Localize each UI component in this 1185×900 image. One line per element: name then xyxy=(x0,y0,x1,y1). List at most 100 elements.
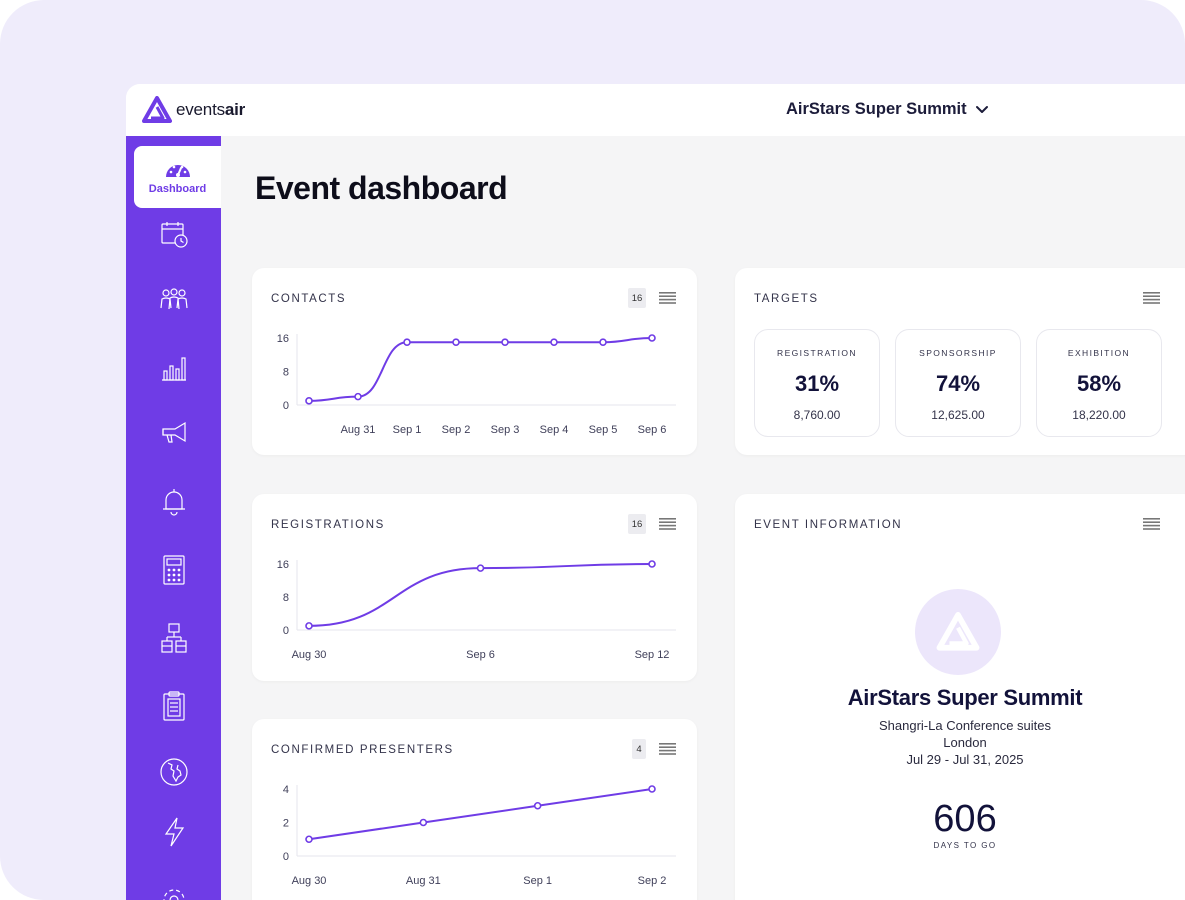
event-selector[interactable]: AirStars Super Summit xyxy=(786,100,989,119)
event-name: AirStars Super Summit xyxy=(847,685,1083,710)
data-point[interactable] xyxy=(648,785,656,793)
sidebar-item-settings[interactable] xyxy=(126,874,221,900)
lightning-icon xyxy=(164,817,184,847)
app-window: eventsair AirStars Super Summit Dashboar… xyxy=(126,84,1185,900)
x-tick-label: Sep 1 xyxy=(523,875,552,887)
series-line xyxy=(308,788,653,841)
y-tick-label: 0 xyxy=(283,625,289,637)
presenters-card: CONFIRMED PRESENTERS 4 4 2 0 Aug 30 Aug 31 Se… xyxy=(252,719,697,900)
contacts-card-title: CONTACTS xyxy=(271,293,347,305)
data-point[interactable] xyxy=(354,392,362,401)
event-info-menu-icon[interactable] xyxy=(1143,518,1160,530)
data-point[interactable] xyxy=(550,338,558,346)
data-point[interactable] xyxy=(305,835,313,844)
eventsair-logo-icon xyxy=(142,96,172,123)
sidebar-item-sessions[interactable] xyxy=(126,612,221,664)
data-point[interactable] xyxy=(648,560,656,568)
dashboard-gauge-icon xyxy=(165,165,190,177)
contacts-count-badge: 16 xyxy=(628,288,646,308)
registrations-card: REGISTRATIONS 16 16 8 0 Aug 30 Sep 6 Sep 12 xyxy=(252,494,697,681)
y-tick-label: 8 xyxy=(283,367,289,379)
settings-gear-icon xyxy=(162,889,185,900)
bell-icon xyxy=(162,489,185,516)
sidebar-item-automation[interactable] xyxy=(126,806,221,858)
calculator-icon xyxy=(162,555,185,585)
sidebar-item-tasks[interactable] xyxy=(126,680,221,732)
sidebar-item-global[interactable] xyxy=(126,746,221,798)
data-point[interactable] xyxy=(419,818,428,827)
data-point[interactable] xyxy=(305,622,313,630)
sidebar-item-contacts[interactable] xyxy=(126,274,221,326)
y-tick-label: 4 xyxy=(283,784,289,796)
registrations-card-title: REGISTRATIONS xyxy=(271,519,385,531)
y-tick-label: 2 xyxy=(283,818,289,830)
contacts-menu-icon[interactable] xyxy=(659,292,676,304)
people-icon xyxy=(159,288,188,310)
sidebar-item-reports[interactable] xyxy=(126,342,221,394)
event-city: London xyxy=(943,735,987,750)
data-point[interactable] xyxy=(501,338,509,346)
event-info-card: EVENT INFORMATION AirStars Super Summit … xyxy=(735,494,1185,900)
sidebar-item-finance[interactable] xyxy=(126,544,221,596)
target-label: REGISTRATION xyxy=(777,348,857,358)
event-dates: Jul 29 - Jul 31, 2025 xyxy=(906,752,1024,767)
calendar-clock-icon xyxy=(160,222,188,248)
target-percent: 74% xyxy=(935,371,981,396)
data-point[interactable] xyxy=(305,397,313,405)
x-tick-label: Sep 4 xyxy=(540,424,569,436)
presenters-count-badge: 4 xyxy=(632,739,646,759)
target-amount: 8,760.00 xyxy=(793,408,841,422)
series-line xyxy=(308,337,653,402)
data-point[interactable] xyxy=(476,564,485,572)
target-amount: 12,625.00 xyxy=(931,408,985,422)
y-tick-label: 8 xyxy=(283,592,289,604)
x-tick-label: Sep 3 xyxy=(491,424,520,436)
target-exhibition[interactable]: EXHIBITION 58% 18,220.00 xyxy=(1036,329,1162,437)
presenters-menu-icon[interactable] xyxy=(659,743,676,755)
globe-icon xyxy=(159,758,188,786)
chevron-down-icon xyxy=(975,105,988,113)
event-venue: Shangri-La Conference suites xyxy=(879,718,1051,733)
sidebar-item-dashboard-label: Dashboard xyxy=(148,183,207,195)
sidebar-item-dashboard[interactable]: Dashboard xyxy=(134,146,221,208)
contacts-card: CONTACTS 16 16 8 0 Aug 31 Sep 1 Sep 2 Sep 3 Sep… xyxy=(252,268,697,455)
data-point[interactable] xyxy=(452,338,460,346)
registrations-count-badge: 16 xyxy=(628,514,646,534)
target-registration[interactable]: REGISTRATION 31% 8,760.00 xyxy=(754,329,880,437)
target-sponsorship[interactable]: SPONSORSHIP 74% 12,625.00 xyxy=(895,329,1021,437)
bar-chart-icon xyxy=(161,357,186,381)
data-point[interactable] xyxy=(599,338,607,346)
targets-menu-icon[interactable] xyxy=(1143,292,1160,304)
sidebar-item-notifications[interactable] xyxy=(126,476,221,528)
clipboard-icon xyxy=(162,691,185,721)
x-tick-label: Sep 6 xyxy=(466,649,495,661)
registrations-menu-icon[interactable] xyxy=(659,518,676,530)
sidebar-item-marketing[interactable] xyxy=(126,406,221,458)
eventsair-logo[interactable]: eventsair xyxy=(142,96,245,124)
x-tick-label: Sep 2 xyxy=(442,424,471,436)
x-tick-label: Sep 12 xyxy=(635,649,670,661)
presenters-card-title: CONFIRMED PRESENTERS xyxy=(271,744,454,756)
data-point[interactable] xyxy=(403,338,411,346)
x-tick-label: Sep 5 xyxy=(589,424,618,436)
target-percent: 31% xyxy=(794,371,840,396)
data-point[interactable] xyxy=(648,334,656,342)
logo-text: eventsair xyxy=(176,100,246,119)
x-tick-label: Aug 30 xyxy=(292,649,327,661)
target-percent: 58% xyxy=(1076,371,1122,396)
target-amount: 18,220.00 xyxy=(1072,408,1126,422)
data-point[interactable] xyxy=(533,801,542,810)
sidebar: Dashboard xyxy=(126,136,221,900)
x-tick-label: Aug 31 xyxy=(406,875,441,887)
eventsair-logo-icon xyxy=(936,612,980,651)
days-to-go-count: 606 xyxy=(933,798,997,840)
targets-card-title: TARGETS xyxy=(754,293,819,305)
y-tick-label: 16 xyxy=(277,559,289,571)
sidebar-item-schedule[interactable] xyxy=(126,208,221,260)
contacts-chart: 16 8 0 Aug 31 Sep 1 Sep 2 Sep 3 Sep 4 Sep 5 Sep 6 xyxy=(277,333,676,436)
event-selector-label: AirStars Super Summit xyxy=(786,100,967,118)
target-label: EXHIBITION xyxy=(1067,348,1131,358)
x-tick-label: Sep 1 xyxy=(393,424,422,436)
